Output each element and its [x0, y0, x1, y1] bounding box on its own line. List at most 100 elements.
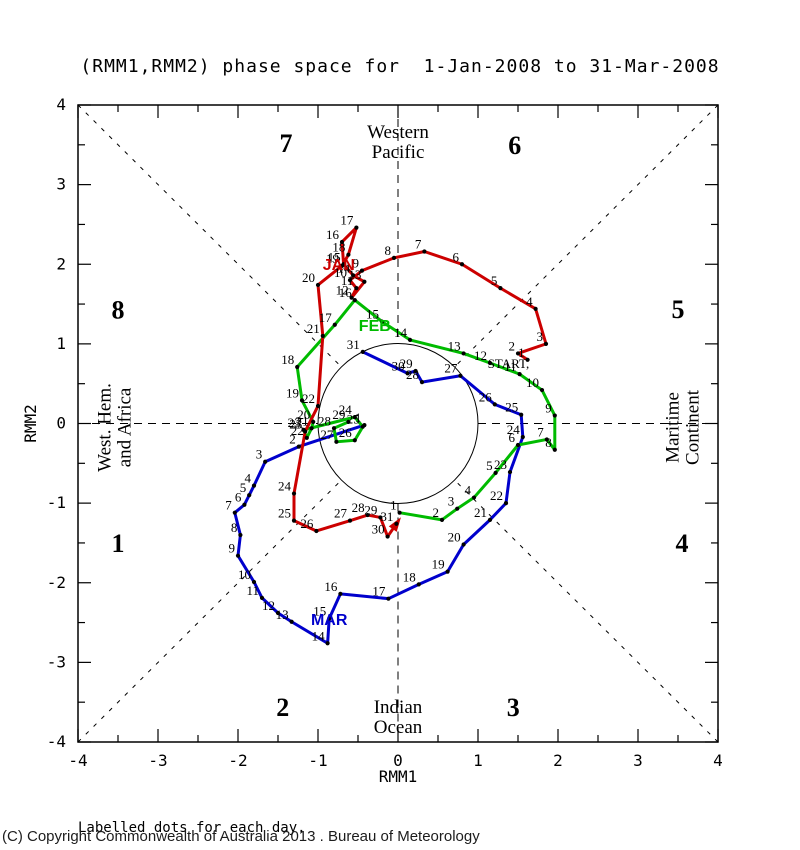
day-label-jan-21: 21	[307, 321, 320, 336]
day-dot-jan-22	[315, 403, 321, 409]
x-tick-label: -2	[228, 751, 247, 770]
day-dot-feb-2	[439, 517, 445, 522]
day-label-mar-17: 17	[372, 584, 386, 599]
phase-label-1: 1	[112, 529, 125, 558]
day-dot-jan-23	[303, 429, 308, 434]
x-tick-label: -1	[308, 751, 327, 770]
guide-diagonal-0	[77, 104, 342, 368]
day-dot-mar-7	[232, 510, 237, 515]
day-dot-mar-11	[259, 595, 265, 600]
day-dot-mar-10	[251, 579, 257, 585]
day-label-mar-31: 31	[347, 337, 360, 352]
day-dot-feb-17	[332, 322, 337, 327]
region-label-line: Ocean	[374, 717, 423, 738]
day-label-jan-9: 9	[353, 256, 360, 271]
day-label-mar-1: 1	[355, 410, 362, 425]
day-label-jan-5: 5	[491, 273, 498, 288]
day-dot-jan-31	[394, 521, 399, 526]
day-label-jan-28: 28	[352, 500, 365, 515]
day-label-jan-6: 6	[453, 249, 460, 264]
day-label-mar-5: 5	[240, 480, 247, 495]
day-label-mar-22: 22	[490, 488, 503, 503]
day-label-mar-29: 29	[400, 356, 413, 371]
region-label-3: Maritime Continent	[663, 389, 704, 465]
day-dot-feb-22	[304, 435, 309, 440]
day-dot-feb-24	[352, 415, 357, 420]
y-tick-label: 4	[56, 95, 66, 114]
day-dot-feb-11	[517, 372, 522, 377]
day-dot-jan-6	[459, 262, 465, 267]
day-dot-feb-9	[552, 413, 557, 418]
day-dot-feb-20	[311, 419, 316, 425]
day-label-jan-24: 24	[278, 479, 292, 494]
day-dot-feb-3	[455, 506, 460, 511]
day-label-jan-18: 18	[332, 240, 345, 255]
phase-label-8: 8	[112, 296, 125, 325]
day-dot-feb-28	[331, 426, 337, 431]
day-dot-feb-4	[471, 495, 477, 500]
day-dot-mar-18	[416, 582, 421, 587]
day-label-jan-7: 7	[415, 237, 422, 252]
day-label-jan-3: 3	[537, 329, 544, 344]
day-dot-mar-23	[507, 469, 513, 475]
day-dot-mar-2	[296, 444, 301, 449]
day-label-feb-29: 29	[332, 407, 345, 422]
y-tick-label: 1	[56, 334, 66, 353]
day-dot-feb-7	[544, 437, 549, 442]
day-dot-feb-18	[295, 364, 300, 370]
day-label-jan-30: 30	[372, 522, 385, 537]
day-label-mar-23: 23	[494, 457, 507, 472]
x-tick-label: 2	[553, 751, 563, 770]
day-label-jan-20: 20	[302, 270, 315, 285]
x-tick-label: 3	[633, 751, 643, 770]
y-tick-label: -1	[47, 493, 66, 512]
day-dot-feb-16	[352, 297, 357, 303]
day-dot-feb-13	[461, 351, 466, 356]
day-label-jan-16: 16	[326, 227, 340, 242]
region-label-line: Western	[367, 122, 429, 143]
day-label-feb-17: 17	[319, 310, 333, 325]
day-dot-jan-11	[354, 286, 359, 291]
day-dot-mar-4	[251, 483, 257, 488]
day-dot-jan-16	[339, 239, 345, 245]
day-dot-feb-5	[493, 470, 498, 475]
day-label-feb-5: 5	[486, 458, 493, 473]
day-label-feb-21: 21	[296, 413, 309, 428]
phase-label-5: 5	[672, 295, 685, 324]
day-dot-mar-8	[238, 532, 243, 538]
day-dot-mar-28	[419, 379, 425, 385]
day-dot-mar-20	[461, 542, 466, 547]
day-label-feb-18: 18	[281, 352, 294, 367]
day-dot-jan-28	[365, 512, 370, 518]
day-label-feb-11: 11	[504, 359, 517, 374]
day-label-mar-10: 10	[238, 567, 251, 582]
day-label-mar-15: 15	[313, 604, 326, 619]
day-label-feb-4: 4	[465, 483, 472, 498]
day-dot-jan-21	[320, 333, 325, 339]
day-label-feb-10: 10	[526, 375, 539, 390]
day-label-jan-4: 4	[526, 294, 533, 309]
day-dot-mar-22	[503, 501, 509, 506]
day-dot-jan-5	[498, 286, 503, 291]
day-dot-feb-26	[352, 438, 357, 443]
guide-diagonal-3	[454, 479, 719, 743]
day-dot-jan-25	[291, 518, 297, 523]
day-label-jan-22: 22	[302, 391, 315, 406]
day-label-jan-10: 10	[334, 265, 347, 280]
day-dot-mar-15	[327, 616, 332, 621]
day-label-jan-23: 23	[289, 416, 302, 431]
day-label-jan-8: 8	[385, 243, 392, 258]
day-label-feb-6: 6	[509, 430, 516, 445]
day-label-mar-11: 11	[246, 583, 259, 598]
day-label-feb-27: 27	[320, 427, 334, 442]
day-dot-feb-14	[407, 337, 413, 342]
day-label-jan-29: 29	[364, 502, 377, 517]
day-label-mar-27: 27	[444, 361, 458, 376]
phase-label-2: 2	[276, 693, 289, 722]
month-label-mar: MAR	[311, 612, 348, 629]
day-dot-feb-21	[309, 426, 314, 431]
day-label-feb-2: 2	[433, 505, 440, 520]
month-label-jan: JAN	[323, 257, 355, 274]
